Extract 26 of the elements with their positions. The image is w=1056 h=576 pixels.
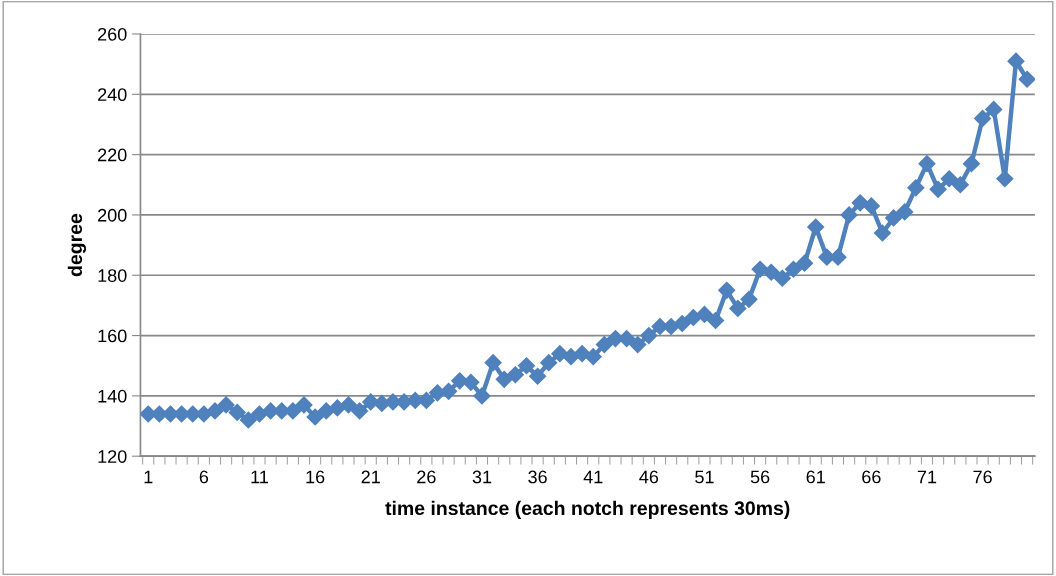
x-tick-label: 71 (917, 470, 937, 484)
y-tick-label: 120 (98, 450, 127, 463)
y-tick-label: 220 (98, 148, 127, 162)
x-tick-label: 26 (417, 470, 436, 484)
x-tick-label: 6 (199, 470, 209, 484)
x-tick-label: 76 (973, 470, 992, 484)
y-tick-label: 200 (98, 208, 127, 222)
x-axis-title: time instance (each notch represents 30ms) (385, 500, 790, 519)
x-tick-label: 41 (583, 470, 603, 484)
x-tick-label: 51 (695, 470, 714, 484)
x-tick-label: 36 (528, 470, 547, 484)
y-tick-label: 260 (98, 27, 127, 41)
x-tick-label: 21 (361, 470, 380, 484)
y-tick-label: 160 (98, 329, 127, 343)
x-tick-label: 31 (472, 470, 492, 484)
x-tick-label: 16 (306, 470, 325, 484)
x-tick-label: 46 (639, 470, 659, 484)
x-tick-label: 66 (862, 470, 881, 484)
y-tick-label: 180 (98, 269, 127, 282)
x-tick-label: 11 (251, 470, 268, 484)
y-tick-label: 240 (98, 88, 127, 102)
x-tick-label: 61 (806, 470, 825, 484)
x-tick-label: 1 (144, 470, 153, 484)
y-tick-label: 140 (98, 389, 127, 403)
x-tick-label: 56 (750, 470, 770, 484)
y-axis-title: degree (67, 213, 87, 277)
